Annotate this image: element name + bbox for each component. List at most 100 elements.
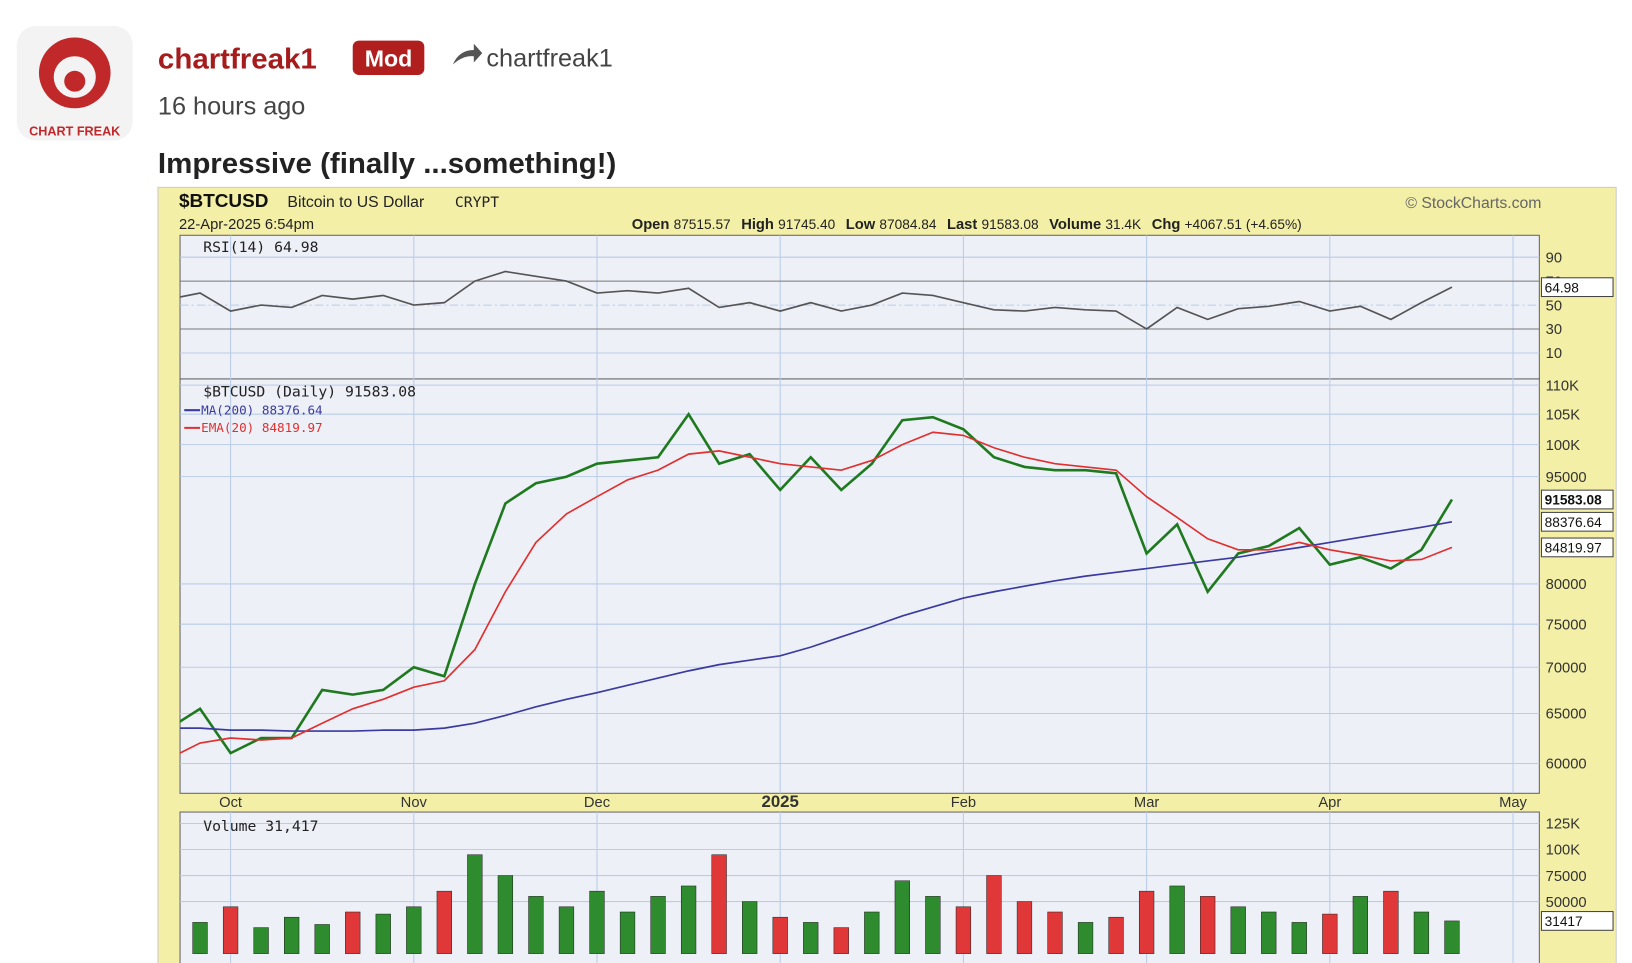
y-tick-label: 10 xyxy=(1546,346,1562,362)
volume-bar xyxy=(1444,920,1460,954)
y-tick-label: 75000 xyxy=(1546,617,1587,633)
volume-bar xyxy=(589,890,605,954)
volume-bar xyxy=(619,911,636,954)
legend-entry: RSI(14) 64.98 xyxy=(203,239,318,256)
x-tick-label: Feb xyxy=(951,795,976,811)
y-tick-label: 60000 xyxy=(1546,757,1587,773)
y-tick-label: 105K xyxy=(1546,407,1581,423)
volume-bar xyxy=(1322,913,1338,954)
value-tag: 88376.64 xyxy=(1545,515,1603,530)
series-line xyxy=(180,411,1454,755)
volume-bar xyxy=(436,890,452,954)
x-tick-label: Nov xyxy=(401,795,428,811)
volume-bar xyxy=(1383,890,1399,954)
value-tag-box xyxy=(1540,489,1614,510)
volume-bar xyxy=(1169,885,1185,954)
quote-value: 91583.08 xyxy=(982,217,1039,232)
x-tick-label: Mar xyxy=(1134,795,1159,811)
value-tag: 31417 xyxy=(1545,914,1583,929)
volume-bar xyxy=(192,922,208,954)
y-tick-label: 65000 xyxy=(1546,707,1587,723)
volume-bar xyxy=(742,901,758,954)
value-tag: 91583.08 xyxy=(1545,493,1603,508)
post-title: Impressive (finally ...something!) xyxy=(158,147,616,180)
shared-from[interactable]: chartfreak1 xyxy=(486,45,612,73)
legend-entry: MA(200) 88376.64 xyxy=(201,402,323,417)
volume-bar xyxy=(986,875,1002,954)
volume-bar xyxy=(1352,896,1368,954)
author[interactable]: chartfreak1 xyxy=(158,43,317,76)
volume-bar xyxy=(528,896,544,954)
volume-bar xyxy=(894,880,910,954)
value-tag-box xyxy=(1540,911,1614,931)
series-line xyxy=(180,270,1453,330)
value-tag-box xyxy=(1540,277,1614,298)
volume-bar xyxy=(1200,896,1216,954)
chart-title: $BTCUSD xyxy=(179,190,268,211)
volume-bar xyxy=(772,916,788,954)
legend-entry: Volume 31,417 xyxy=(203,818,318,835)
exchange: CRYPT xyxy=(455,194,500,211)
legend-entry: $BTCUSD (Daily) 91583.08 xyxy=(203,384,416,401)
volume-bar xyxy=(1230,906,1246,954)
mod-badge: Mod xyxy=(365,46,413,72)
volume-bar xyxy=(284,916,300,954)
volume-bar xyxy=(375,913,391,954)
volume-bar xyxy=(650,896,666,954)
avatar[interactable]: CHART FREAK xyxy=(16,26,133,141)
badge-bg xyxy=(352,40,425,75)
value-tag: 64.98 xyxy=(1545,280,1579,295)
volume-bar xyxy=(467,854,483,954)
volume-bar xyxy=(406,906,422,954)
volume-bar xyxy=(955,906,972,954)
series-line xyxy=(180,431,1453,754)
volume-bar xyxy=(497,875,514,954)
volume-bar xyxy=(1261,911,1277,954)
volume-bar xyxy=(253,927,269,954)
volume-bar xyxy=(925,896,941,954)
chart-image[interactable]: $BTCUSD Bitcoin to US Dollar CRYPT 22-Ap… xyxy=(157,186,1617,963)
volume-bar xyxy=(1138,890,1155,954)
volume-bar xyxy=(314,924,330,954)
series-line xyxy=(180,520,1453,732)
y-tick-label: 90 xyxy=(1546,250,1562,266)
quote-label: High xyxy=(741,217,774,233)
quote-value: 87515.57 xyxy=(674,217,731,232)
y-tick-label: 80000 xyxy=(1546,577,1587,593)
volume-bar xyxy=(558,906,575,954)
volume-bar xyxy=(345,911,361,954)
y-tick-label: 100K xyxy=(1546,438,1581,454)
quote-value: +4067.51 (+4.65%) xyxy=(1185,217,1302,232)
volume-bar xyxy=(1047,911,1063,954)
volume-bar xyxy=(1291,922,1307,954)
y-tick-label: 100K xyxy=(1546,843,1581,859)
quote-line: Open 87515.57 High 91745.40 Low 87084.84 Last 9… xyxy=(632,217,1302,233)
chart-date: 22-Apr-2025 6:54pm xyxy=(179,217,314,233)
quote-label: Last xyxy=(947,217,977,233)
quote-value: 87084.84 xyxy=(879,217,937,232)
x-tick-label: Dec xyxy=(584,795,610,811)
volume-bar xyxy=(833,927,849,954)
quote-value: 31.4K xyxy=(1105,217,1141,232)
y-tick-label: 125K xyxy=(1546,817,1581,833)
y-tick-label: 50000 xyxy=(1546,895,1587,911)
volume-bar xyxy=(864,911,880,954)
lion-nose xyxy=(64,70,86,92)
y-tick-label: 110K xyxy=(1546,378,1580,394)
quote-value: 91745.40 xyxy=(778,217,836,232)
volume-bar xyxy=(711,854,727,954)
volume-bar xyxy=(803,922,819,954)
y-tick-label: 70000 xyxy=(1546,661,1587,677)
volume-bar xyxy=(1077,922,1094,954)
volume-bar xyxy=(680,885,697,954)
x-tick-label: Oct xyxy=(219,795,242,811)
share-icon xyxy=(452,43,483,65)
price-panel xyxy=(179,378,1540,794)
y-tick-label: 75000 xyxy=(1546,869,1587,885)
timestamp: 16 hours ago xyxy=(158,93,305,121)
avatar-text: CHART FREAK xyxy=(29,124,120,138)
volume-bar xyxy=(1108,916,1124,954)
source: © StockCharts.com xyxy=(1405,195,1541,212)
